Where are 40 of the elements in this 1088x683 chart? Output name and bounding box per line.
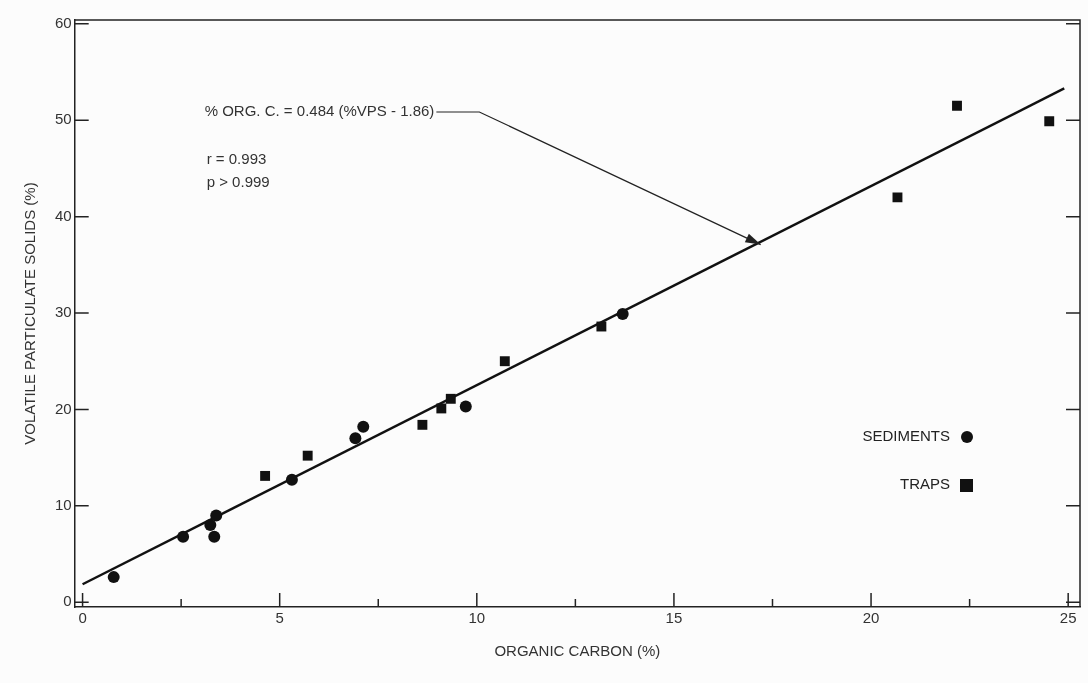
legend-label: TRAPS [899, 475, 950, 493]
point [952, 100, 962, 111]
point [357, 420, 370, 433]
point [302, 450, 313, 461]
point [499, 356, 510, 367]
y-tick-label: 60 [55, 14, 72, 31]
point [1044, 116, 1055, 127]
point [892, 192, 903, 203]
y-tick-label: 20 [55, 399, 72, 417]
point [616, 307, 629, 320]
point [260, 470, 271, 481]
x-tick-label: 20 [862, 609, 880, 627]
x-tick-label: 0 [78, 609, 87, 627]
y-tick-label: 30 [55, 303, 72, 321]
point [204, 519, 217, 532]
point [417, 419, 428, 430]
point [285, 473, 298, 486]
point [210, 509, 223, 522]
point [349, 432, 362, 445]
legend-label: SEDIMENTS [862, 427, 950, 445]
x-tick-label: 15 [665, 609, 683, 627]
y-tick-label: 10 [55, 495, 72, 513]
x-tick-label: 10 [468, 609, 486, 627]
y-axis-title: VOLATILE PARTICULATE SOLIDS (%) [21, 182, 39, 445]
point [459, 400, 472, 413]
point [208, 530, 221, 543]
x-tick-label: 5 [275, 609, 284, 627]
point [177, 530, 190, 543]
point [107, 571, 120, 584]
y-tick-label: 50 [55, 110, 72, 128]
x-axis-title: ORGANIC CARBON (%) [494, 642, 661, 660]
x-tick-label: 25 [1059, 609, 1077, 627]
annotation: p > 0.999 [206, 173, 270, 191]
point [445, 393, 456, 404]
annotation: % ORG. C. = 0.484 (%VPS - 1.86) [204, 102, 435, 120]
point [596, 321, 607, 332]
annotation: r = 0.993 [206, 150, 267, 168]
y-tick-label: 0 [63, 592, 72, 610]
point [436, 403, 447, 414]
y-tick-label: 40 [55, 206, 72, 224]
